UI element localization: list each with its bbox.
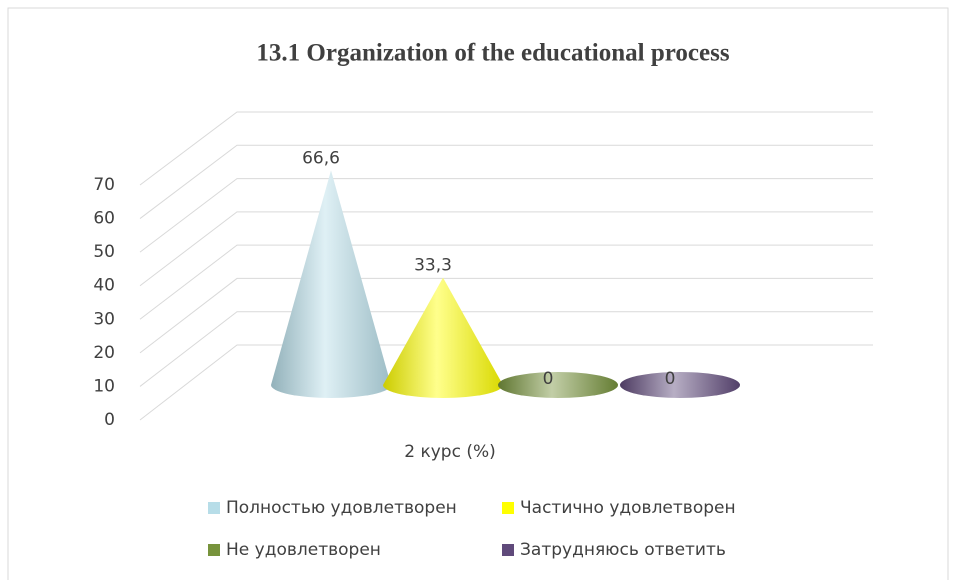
- grid-line: [139, 277, 873, 354]
- value-label: 66,6: [302, 148, 340, 168]
- grid-line: [139, 344, 873, 421]
- x-tick-label: 2 курс (%): [404, 442, 496, 462]
- y-tick-label: 50: [93, 242, 115, 262]
- legend-swatch: [208, 544, 220, 556]
- legend-label: Полностью удовлетворен: [226, 498, 457, 518]
- legend-label: Не удовлетворен: [226, 540, 381, 560]
- y-tick-label: 30: [93, 309, 115, 329]
- legend-swatch: [208, 502, 220, 514]
- y-tick-label: 60: [93, 209, 115, 229]
- grid-line: [139, 211, 873, 287]
- grid-line: [139, 111, 873, 186]
- chart-frame: [7, 7, 949, 580]
- chart-title: 13.1 Organization of the educational pro…: [256, 40, 729, 67]
- value-label: 33,3: [414, 256, 452, 276]
- legend-swatch: [502, 544, 514, 556]
- cone: [271, 170, 391, 398]
- y-tick-label: 10: [93, 376, 115, 396]
- legend-label: Частично удовлетворен: [520, 498, 736, 518]
- y-tick-label: 40: [93, 276, 115, 296]
- y-tick-label: 20: [93, 343, 115, 363]
- cone: [383, 277, 503, 398]
- y-tick-label: 70: [93, 175, 115, 195]
- value-label: 0: [665, 369, 676, 389]
- y-tick-label: 0: [104, 410, 115, 430]
- cone: [620, 372, 740, 398]
- legend-swatch: [502, 502, 514, 514]
- grid-line: [139, 178, 873, 253]
- grid-line: [139, 311, 873, 387]
- value-label: 0: [543, 369, 554, 389]
- grid-line: [139, 144, 873, 219]
- grid-line: [139, 244, 873, 320]
- legend-label: Затрудняюсь ответить: [520, 540, 726, 560]
- cone: [498, 372, 618, 398]
